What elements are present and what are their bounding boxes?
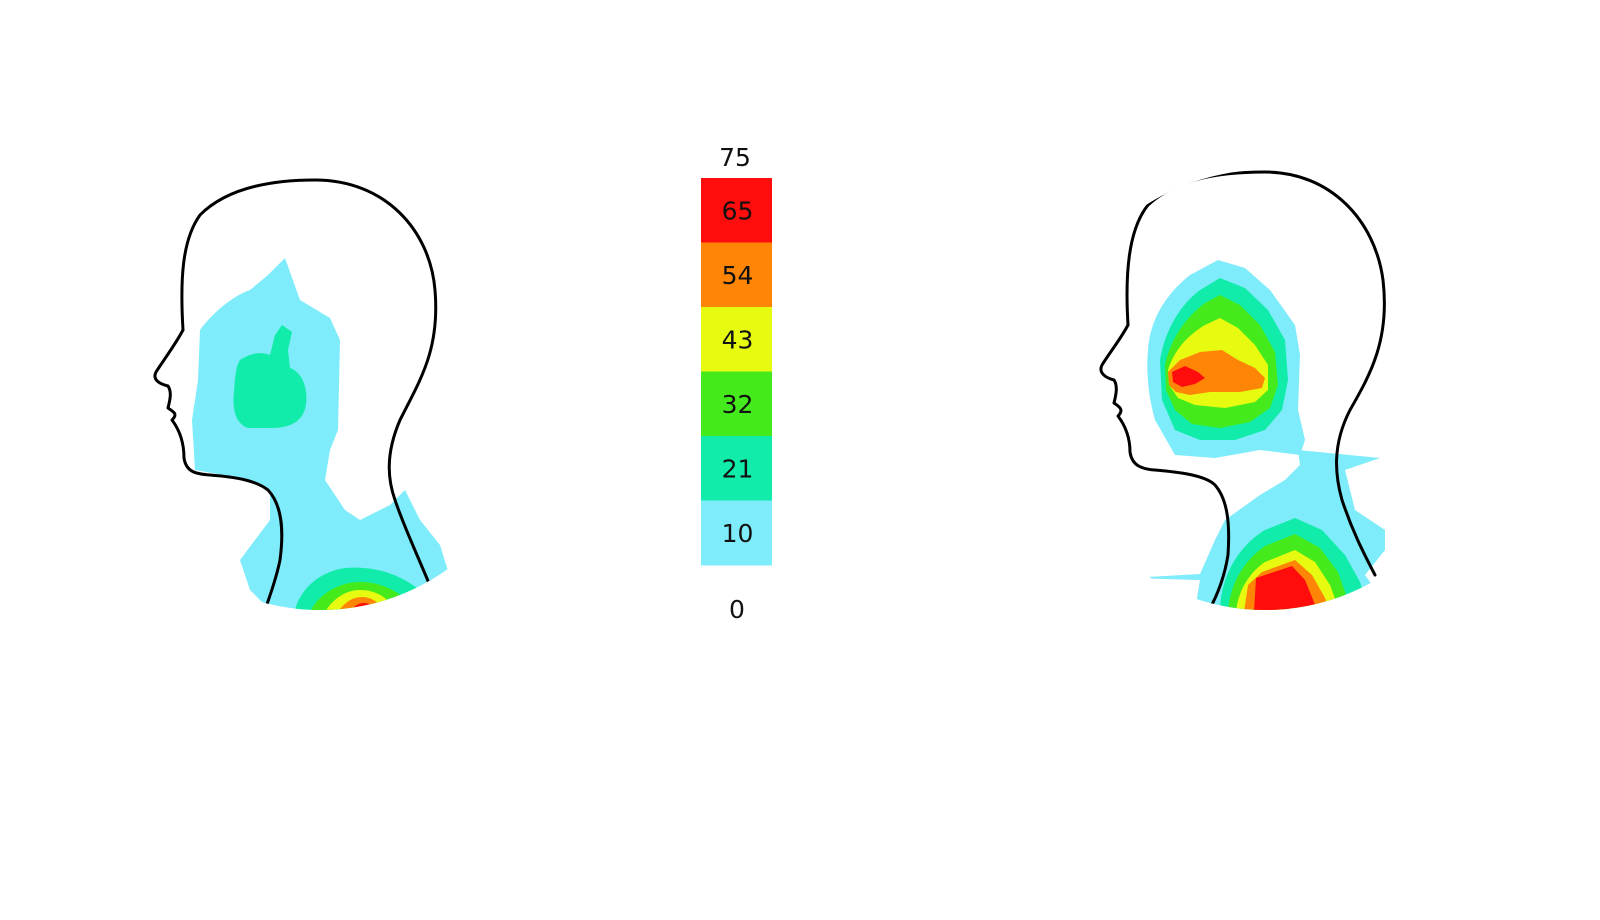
scale-bin-65	[701, 178, 772, 243]
scale-bin-label-65: 65	[722, 196, 754, 225]
right-heatmap	[1130, 260, 1390, 610]
scale-bin-10	[701, 500, 772, 566]
right-zone-65-neck	[1254, 566, 1318, 610]
left-head-outline	[153, 178, 442, 610]
scale-max-label: 75	[719, 143, 751, 172]
scale-bin-label-10: 10	[722, 519, 754, 548]
scale-bin-label-21: 21	[722, 454, 754, 483]
scale-bin-label-32: 32	[722, 390, 754, 419]
right-head-panel	[1099, 170, 1390, 610]
scale-bin-54	[701, 242, 772, 308]
left-head-panel	[153, 178, 460, 610]
right-zone-65-head	[1172, 366, 1205, 387]
scale-bin-label-43: 43	[722, 325, 754, 354]
scale-bins: 65 54 43 32 21 10	[701, 178, 772, 566]
scale-bin-43	[701, 307, 772, 372]
left-zone-10-head	[192, 258, 460, 610]
left-zone-21-temple	[233, 325, 307, 428]
scale-bin-21	[701, 436, 772, 501]
color-scale: 75 65 54 43 32 21 10 0	[701, 143, 772, 624]
scale-min-label: 0	[729, 595, 745, 624]
right-head-outline	[1099, 170, 1386, 610]
scale-bin-label-54: 54	[722, 261, 754, 290]
scale-bin-32	[701, 371, 772, 437]
